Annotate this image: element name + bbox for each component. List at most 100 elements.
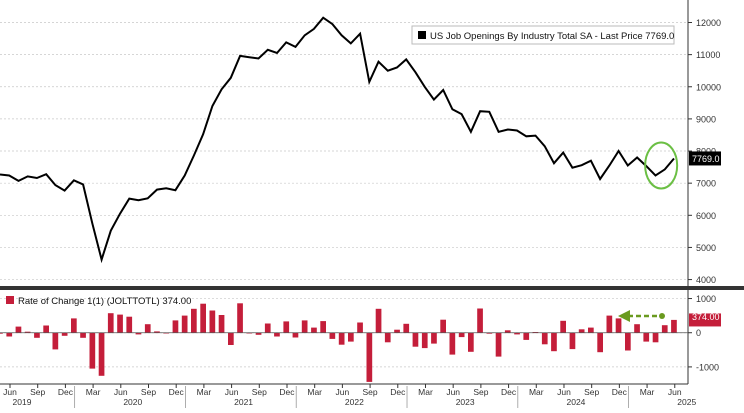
x-year-label: 2020 xyxy=(123,397,142,407)
rate-of-change-bar xyxy=(98,332,105,376)
x-month-label: Sep xyxy=(30,387,45,397)
upper-tick-label: 7000 xyxy=(696,179,716,189)
rate-of-change-bar xyxy=(126,316,133,333)
x-month-label: Jun xyxy=(225,387,239,397)
x-month-label: Sep xyxy=(252,387,267,397)
rate-of-change-bar xyxy=(292,332,299,338)
rate-of-change-bar xyxy=(107,313,114,333)
x-year-label: 2023 xyxy=(456,397,475,407)
x-month-label: Sep xyxy=(141,387,156,397)
rate-of-change-bar xyxy=(117,314,123,333)
upper-legend-swatch xyxy=(418,31,426,39)
lower-tick-label: 0 xyxy=(696,328,701,338)
x-month-label: Jun xyxy=(114,387,128,397)
rate-of-change-bar xyxy=(643,332,650,342)
rate-of-change-bar xyxy=(0,332,3,334)
rate-of-change-bar xyxy=(329,332,336,339)
rate-of-change-bar xyxy=(468,332,474,352)
upper-tick-label: 6000 xyxy=(696,211,716,221)
rate-of-change-bar xyxy=(135,332,142,335)
rate-of-change-bar xyxy=(384,332,391,343)
rate-of-change-bar xyxy=(661,325,668,333)
rate-of-change-bar xyxy=(237,303,243,333)
rate-of-change-bar xyxy=(458,332,465,338)
upper-tick-label: 9000 xyxy=(696,114,716,124)
x-month-label: Dec xyxy=(169,387,185,397)
x-month-label: Mar xyxy=(86,387,101,397)
rate-of-change-bar xyxy=(338,332,345,345)
rate-of-change-bar xyxy=(144,324,151,333)
x-year-label: 2024 xyxy=(567,397,586,407)
x-month-label: Dec xyxy=(279,387,295,397)
rate-of-change-bar xyxy=(615,318,622,333)
rate-of-change-bar xyxy=(578,329,585,333)
rate-of-change-bar xyxy=(477,308,483,333)
rate-of-change-bar xyxy=(283,321,290,333)
x-month-label: Mar xyxy=(197,387,212,397)
rate-of-change-bar xyxy=(24,331,31,333)
rate-of-change-bar xyxy=(274,332,280,337)
rate-of-change-bars xyxy=(0,303,677,382)
rate-of-change-bar xyxy=(89,332,96,369)
x-year-label: 2019 xyxy=(13,397,32,407)
upper-gridlines xyxy=(0,22,688,280)
rate-of-change-bar xyxy=(200,303,206,333)
x-month-label: Jun xyxy=(668,387,682,397)
rate-of-change-bar xyxy=(255,332,262,335)
x-month-label: Mar xyxy=(640,387,655,397)
rate-of-change-bar xyxy=(375,308,382,333)
upper-legend: US Job Openings By Industry Total SA - L… xyxy=(411,25,675,45)
x-year-label: 2025 xyxy=(677,397,696,407)
rate-of-change-bar xyxy=(264,323,271,333)
rate-of-change-bar xyxy=(320,321,326,333)
x-month-label: Dec xyxy=(612,387,628,397)
rate-of-change-bar xyxy=(588,327,594,333)
rate-of-change-bar xyxy=(15,326,22,333)
panel-separator xyxy=(0,286,744,290)
rate-of-change-bar xyxy=(523,332,530,340)
rate-of-change-bar xyxy=(440,319,446,333)
rate-of-change-bar xyxy=(71,318,77,333)
job-openings-series-line xyxy=(0,16,675,264)
x-month-label: Jun xyxy=(557,387,571,397)
rate-of-change-bar xyxy=(551,332,557,352)
x-month-label: Jun xyxy=(336,387,350,397)
rate-of-change-bar xyxy=(421,332,428,349)
x-month-label: Dec xyxy=(58,387,74,397)
rate-of-change-bar xyxy=(154,331,160,333)
x-month-label: Dec xyxy=(501,387,517,397)
lower-last-value-label: 374.00 xyxy=(692,312,720,322)
rate-of-change-bar xyxy=(625,332,631,351)
upper-last-value-label: 7769.0 xyxy=(692,154,720,164)
x-month-label: Mar xyxy=(307,387,322,397)
x-month-label: Mar xyxy=(529,387,544,397)
rate-of-change-bar xyxy=(634,324,640,333)
x-month-label: Dec xyxy=(390,387,406,397)
upper-tick-label: 4000 xyxy=(696,275,716,285)
lower-tick-label: -1000 xyxy=(696,362,719,372)
upper-tick-label: 5000 xyxy=(696,243,716,253)
rate-of-change-bar xyxy=(311,327,317,333)
x-month-label: Jun xyxy=(3,387,17,397)
x-month-label: Sep xyxy=(473,387,488,397)
recent-change-arrow xyxy=(618,310,665,322)
upper-tick-label: 10000 xyxy=(696,82,721,92)
upper-legend-label: US Job Openings By Industry Total SA - L… xyxy=(430,31,674,42)
x-year-label: 2022 xyxy=(345,397,364,407)
rate-of-change-bar xyxy=(431,332,437,344)
rate-of-change-bar xyxy=(394,329,400,333)
rate-of-change-bar xyxy=(218,315,225,333)
x-month-label: Sep xyxy=(584,387,599,397)
lower-legend-swatch xyxy=(6,296,14,304)
rate-of-change-bar xyxy=(412,332,419,347)
rate-of-change-bar xyxy=(569,332,576,350)
upper-tick-label: 11000 xyxy=(696,50,720,60)
x-axis-labels: Jun Sep Dec Mar Jun Sep Dec Mar Jun Sep Dec Mar Jun S… xyxy=(3,384,696,408)
lower-legend: Rate of Change 1(1) (JOLTTOTL) 374.00 xyxy=(6,296,191,307)
upper-tick-label: 12000 xyxy=(696,18,721,28)
rate-of-change-bar xyxy=(61,332,68,336)
rate-of-change-bar xyxy=(495,332,502,357)
rate-of-change-bar xyxy=(348,332,354,342)
rate-of-change-bar xyxy=(366,332,373,382)
